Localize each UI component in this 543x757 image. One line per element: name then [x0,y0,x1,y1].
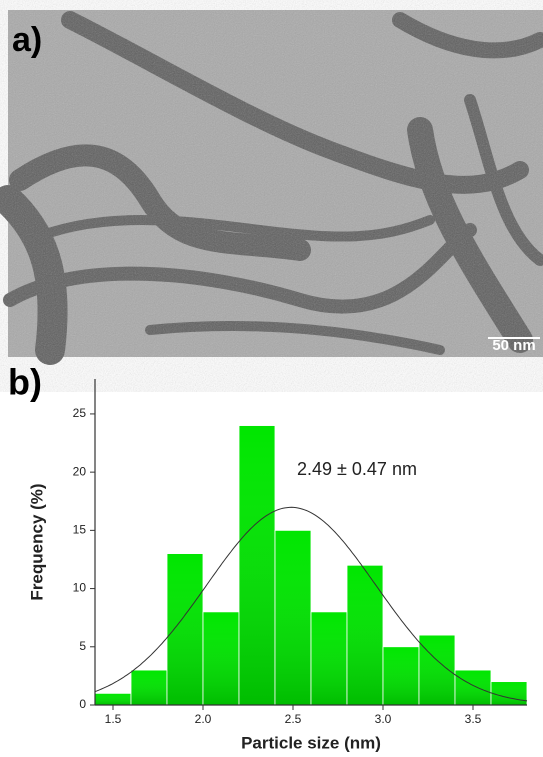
bar-shade [419,635,455,705]
scale-bar-label: 50 nm [492,337,535,354]
image-grain [8,10,543,357]
figure: a) 50 nm b) 0 5 10 15 20 25 1.5 2.0 2.5 3.0 3.5 Par… [0,0,543,757]
panel-label: a) [12,21,42,59]
bar-shade [275,530,311,705]
x-tick-label: 2.5 [285,712,302,726]
bar-shade [311,612,347,705]
x-tick-label: 1.5 [105,712,122,726]
bar-shade [167,554,203,705]
histogram: 0 5 10 15 20 25 1.5 2.0 2.5 3.0 3.5 Particle size (… [27,379,527,752]
bar-shade [131,670,167,705]
page: {"image": {"label": "a)", "scale_bar": "… [0,0,543,757]
bar-shade [95,693,131,705]
x-tick-label: 3.5 [465,712,482,726]
panel-label: b) [8,362,42,403]
bar-shade [455,670,491,705]
y-tick-label: 0 [79,697,86,711]
bar-shade [347,565,383,705]
bar-shade [203,612,239,705]
x-tick-label: 3.0 [375,712,392,726]
y-tick-label: 15 [73,523,87,537]
bar-shade [383,647,419,705]
bar-shade [491,682,527,705]
y-tick-label: 10 [73,581,87,595]
y-axis-label: Frequency (%) [27,483,46,600]
y-tick-label: 25 [73,406,87,420]
x-axis-label: Particle size (nm) [241,733,381,752]
tem-image: a) 50 nm [8,10,543,357]
y-tick-label: 5 [79,639,86,653]
annotation: 2.49 ± 0.47 nm [297,459,417,479]
y-tick-label: 20 [73,464,87,478]
x-tick-label: 2.0 [195,712,212,726]
bar-shade [239,426,275,705]
